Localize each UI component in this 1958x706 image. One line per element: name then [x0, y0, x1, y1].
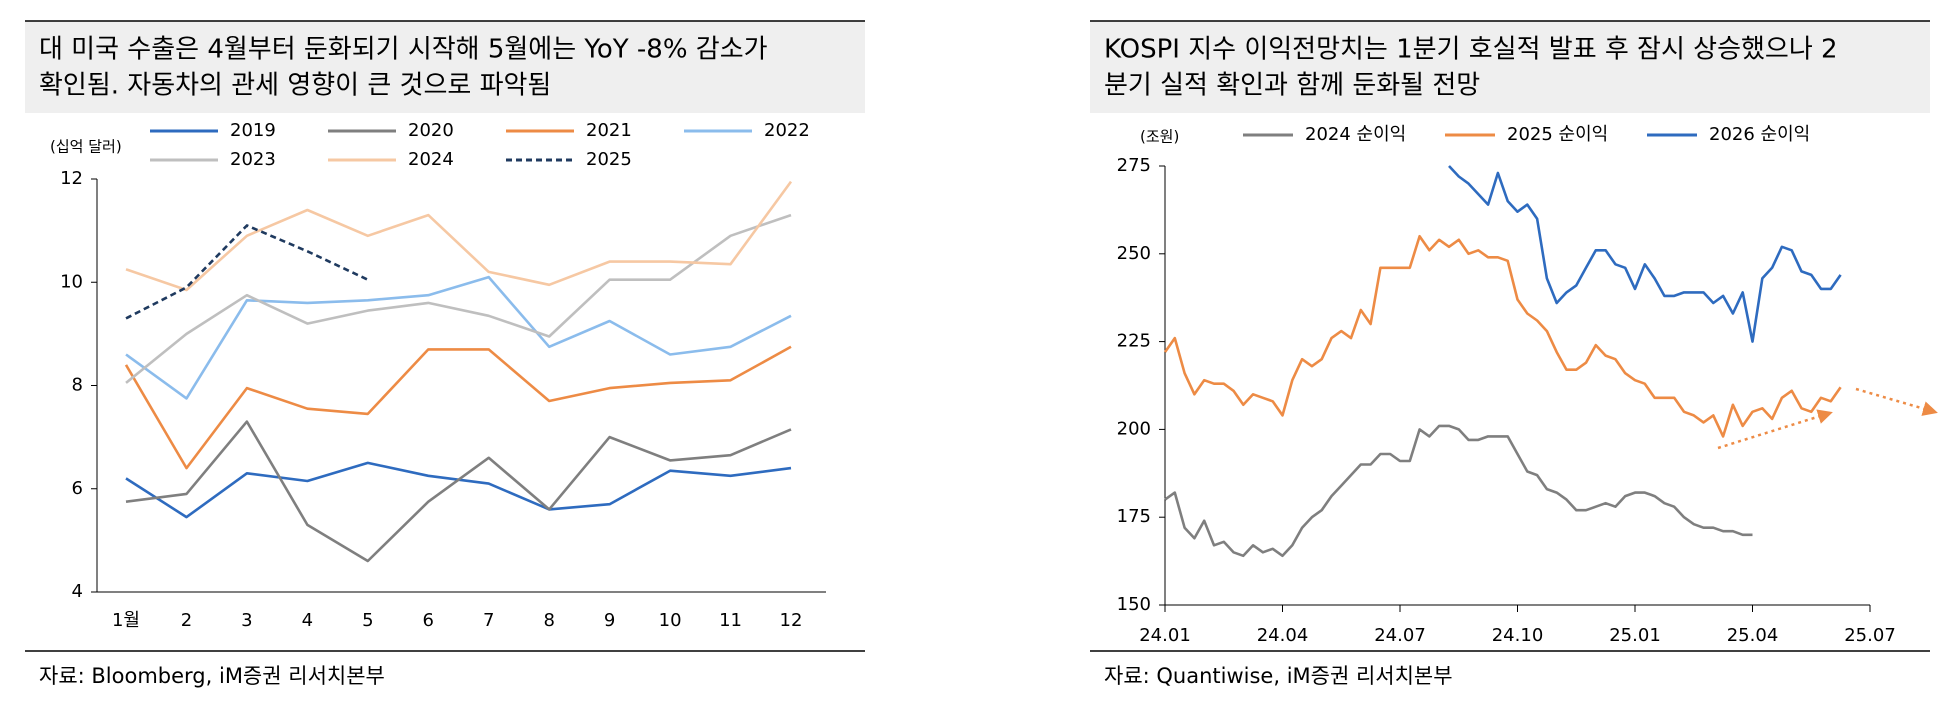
x-tick-label: 24.07 [1374, 625, 1426, 646]
legend-label: 2023 [230, 149, 276, 170]
source: 자료: Bloomberg, iM증권 리서치본부 [39, 664, 385, 688]
legend-label: 2024 [408, 149, 454, 170]
x-tick-label: 8 [543, 610, 554, 631]
x-tick-label: 2 [181, 610, 192, 631]
y-tick-label: 250 [1117, 243, 1151, 264]
header-bg [1090, 21, 1930, 113]
series-line [125, 213, 792, 384]
x-tick-label: 4 [302, 610, 313, 631]
y-tick-label: 275 [1117, 155, 1151, 176]
x-tick-label: 24.04 [1257, 625, 1309, 646]
series-line [125, 224, 369, 320]
chart-title: 확인됨. 자동차의 관세 영향이 큰 것으로 파악됨 [39, 71, 551, 101]
y-tick-label: 175 [1117, 506, 1151, 527]
y-axis-label: (조원) [1140, 128, 1179, 146]
legend-label: 2022 [764, 120, 810, 141]
legend-label: 2019 [230, 120, 276, 141]
x-tick-label: 24.10 [1492, 625, 1544, 646]
x-tick-label: 6 [423, 610, 434, 631]
header-bg [25, 21, 865, 113]
y-tick-label: 6 [72, 478, 83, 499]
chart-title: 대 미국 수출은 4월부터 둔화되기 시작해 5월에는 YoY -8% 감소가 [39, 35, 768, 65]
series-line [125, 461, 792, 519]
trend-arrow [1855, 387, 1938, 416]
x-tick-label: 11 [719, 610, 742, 631]
x-tick-label: 25.04 [1727, 625, 1779, 646]
trend-arrow [1717, 409, 1833, 450]
legend-label: 2024 순이익 [1305, 124, 1406, 145]
y-tick-label: 200 [1117, 418, 1151, 439]
legend-label: 2020 [408, 120, 454, 141]
y-tick-label: 225 [1117, 331, 1151, 352]
series-line [125, 420, 792, 563]
y-tick-label: 12 [60, 168, 83, 189]
series-line [1164, 424, 1753, 558]
chart-title: KOSPI 지수 이익전망치는 1분기 호실적 발표 후 잠시 상승했으나 2 [1104, 35, 1838, 65]
x-tick-label: 12 [780, 610, 803, 631]
x-tick-label: 9 [604, 610, 615, 631]
y-tick-label: 150 [1117, 594, 1151, 615]
legend-label: 2026 순이익 [1709, 124, 1810, 145]
y-axis-label: (십억 달러) [50, 138, 122, 156]
x-tick-label: 3 [241, 610, 252, 631]
x-tick-label: 1월 [112, 610, 140, 631]
x-tick-label: 7 [483, 610, 494, 631]
chart-title: 분기 실적 확인과 함께 둔화될 전망 [1104, 71, 1480, 101]
y-tick-label: 8 [72, 375, 83, 396]
legend-label: 2021 [586, 120, 632, 141]
series-line [1448, 165, 1842, 343]
legend-label: 2025 순이익 [1507, 124, 1608, 145]
y-tick-label: 10 [60, 271, 83, 292]
series-line [124, 345, 792, 470]
series-line [125, 275, 792, 400]
y-tick-label: 4 [72, 581, 83, 602]
series-line [1163, 234, 1842, 438]
legend-label: 2025 [586, 149, 632, 170]
x-tick-label: 25.07 [1844, 625, 1896, 646]
x-tick-label: 10 [659, 610, 682, 631]
x-tick-label: 24.01 [1139, 625, 1191, 646]
x-tick-label: 5 [362, 610, 373, 631]
x-tick-label: 25.01 [1609, 625, 1661, 646]
series-line [125, 180, 793, 292]
source: 자료: Quantiwise, iM증권 리서치본부 [1104, 664, 1453, 688]
